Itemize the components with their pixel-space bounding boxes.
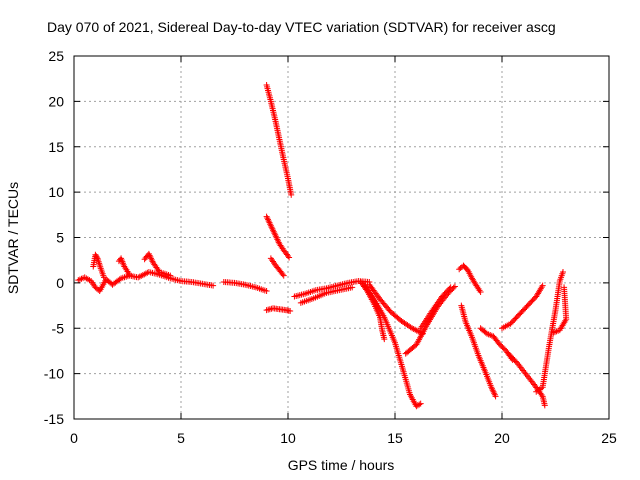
series-early-bump-1	[90, 251, 107, 281]
series-late-morning-2	[297, 284, 356, 306]
y-tick-label: 0	[56, 275, 64, 291]
y-tick-label: -10	[44, 366, 64, 382]
series-mid-arc	[263, 213, 293, 261]
data-point	[279, 271, 286, 278]
data-point	[100, 274, 107, 281]
data-point	[285, 253, 291, 260]
data-point	[492, 393, 499, 400]
x-axis-ticks: 0 5 10 15 20 25	[70, 56, 617, 446]
x-tick-label: 20	[494, 430, 510, 446]
data-point	[561, 284, 568, 291]
x-tick-label: 10	[280, 430, 296, 446]
data-point	[541, 402, 548, 409]
data-point	[500, 345, 507, 352]
y-tick-label: 25	[48, 48, 64, 64]
y-tick-label: -5	[52, 320, 65, 336]
data-point	[167, 272, 174, 279]
series-night-rise	[533, 268, 566, 395]
x-tick-label: 25	[601, 430, 617, 446]
data-point	[477, 288, 484, 295]
series-morning-flat	[220, 278, 270, 295]
data-point	[93, 254, 100, 261]
series-evening-rise	[499, 282, 546, 332]
y-tick-label: 15	[48, 139, 64, 155]
series-evening-hump	[456, 262, 484, 295]
x-tick-label: 15	[387, 430, 403, 446]
data-point	[349, 284, 356, 291]
data-point	[559, 268, 566, 275]
data-point	[446, 285, 453, 292]
series-recovery-2	[417, 284, 454, 332]
x-axis-label: GPS time / hours	[288, 457, 395, 473]
data-point	[287, 308, 294, 315]
series-evening-dip	[458, 302, 499, 400]
grid-lines	[74, 56, 609, 419]
series-late-morning	[291, 278, 373, 300]
data-point	[447, 284, 454, 291]
data-point	[210, 282, 217, 289]
data-point	[288, 191, 295, 198]
data-point	[498, 342, 505, 349]
y-tick-label: 20	[48, 93, 64, 109]
series-early-bump-3	[141, 250, 174, 279]
data-point	[381, 336, 388, 343]
y-tick-label: -15	[44, 411, 64, 427]
data-point	[286, 254, 293, 261]
data-points	[75, 82, 570, 410]
data-point	[496, 341, 503, 348]
series-descent-3	[366, 281, 426, 337]
y-tick-label: 5	[56, 230, 64, 246]
data-point	[263, 288, 270, 295]
data-point	[472, 281, 479, 288]
data-point	[451, 283, 458, 290]
x-tick-label: 0	[70, 430, 78, 446]
series-low-flat	[263, 305, 294, 315]
data-point	[417, 400, 424, 407]
series-steep-arc	[263, 82, 295, 198]
data-point	[280, 272, 287, 279]
y-tick-label: 10	[48, 184, 64, 200]
data-point	[539, 282, 546, 289]
series-night-late	[550, 284, 570, 336]
series-dive-2	[362, 282, 424, 410]
series-short-arc	[267, 255, 287, 279]
y-axis-label: SDTVAR / TECUs	[5, 182, 21, 294]
data-point	[116, 276, 123, 283]
x-tick-label: 5	[177, 430, 185, 446]
data-point	[499, 344, 506, 351]
chart-title: Day 070 of 2021, Sidereal Day-to-day VTE…	[47, 19, 556, 35]
series-early-bump-2	[115, 255, 133, 278]
data-point	[126, 271, 133, 278]
data-point	[386, 307, 393, 314]
data-point	[538, 391, 545, 398]
y-axis-ticks: -15 -10 -5 0 5 10 15 20 25	[44, 48, 609, 427]
data-point	[416, 401, 423, 408]
